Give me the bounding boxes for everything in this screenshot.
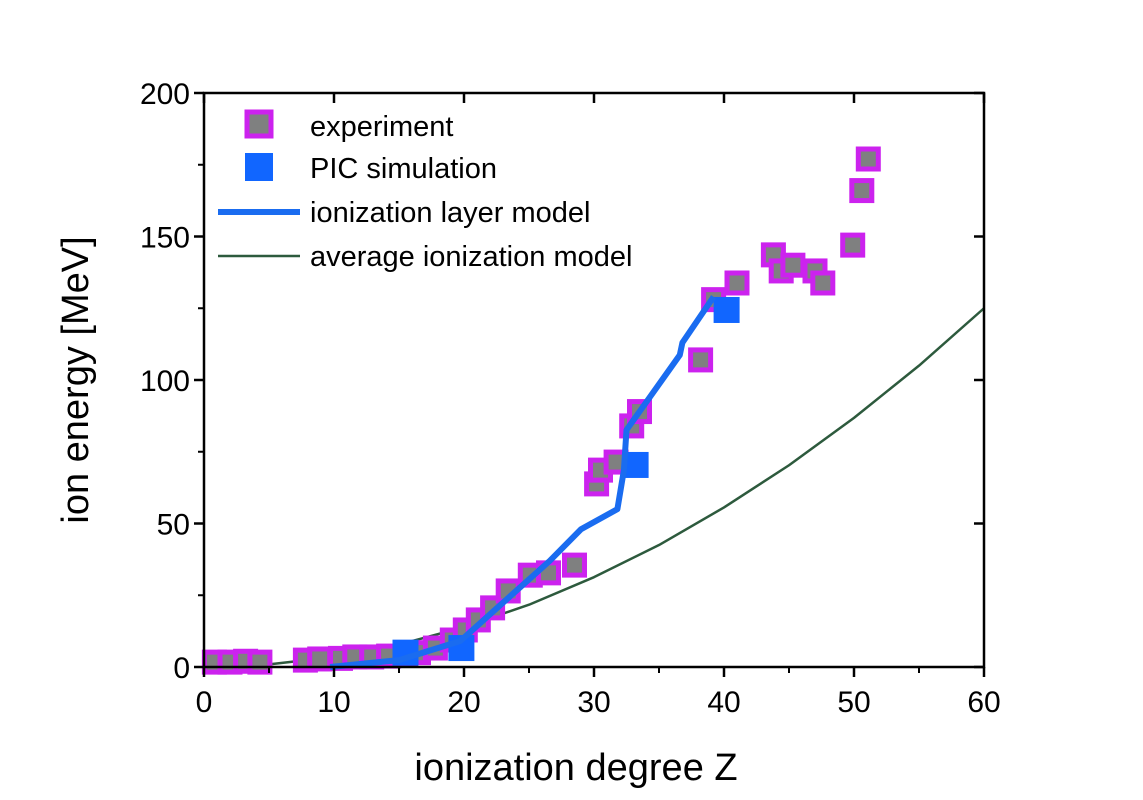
legend-label-pic: PIC simulation	[310, 153, 497, 185]
x-tick-label: 20	[447, 686, 480, 719]
legend-marker-experiment	[244, 109, 274, 139]
data-point-experiment	[849, 178, 875, 204]
legend-label-ionization-layer: ionization layer model	[310, 197, 590, 229]
data-point-experiment	[688, 347, 714, 373]
x-tick-label: 10	[317, 686, 350, 719]
y-tick-label: 200	[140, 78, 190, 111]
data-point-experiment	[855, 146, 881, 172]
y-tick-label: 150	[140, 222, 190, 255]
x-tick-label: 0	[196, 686, 213, 719]
data-point-pic-simulation	[713, 296, 740, 323]
y-tick-label: 50	[157, 509, 190, 542]
y-tick-label: 0	[173, 652, 190, 685]
data-point-experiment	[247, 649, 273, 675]
x-axis-label: ionization degree Z	[414, 747, 737, 789]
data-point-experiment	[840, 232, 866, 258]
x-tick-label: 50	[837, 686, 870, 719]
legend-label-experiment: experiment	[310, 111, 453, 143]
data-point-experiment	[780, 252, 806, 278]
legend-label-average-ionization: average ionization model	[310, 241, 632, 273]
data-point-experiment	[810, 270, 836, 296]
legend-marker-pic	[245, 153, 273, 181]
legend: experiment PIC simulation ionization lay…	[218, 109, 632, 273]
data-point-experiment	[562, 552, 587, 578]
data-point-experiment	[724, 270, 750, 296]
x-tick-label: 40	[707, 686, 740, 719]
series-line-ionization-layer-model	[329, 295, 717, 670]
x-tick-label: 30	[577, 686, 610, 719]
y-axis-label: ion energy [MeV]	[55, 236, 97, 523]
x-tick-label: 60	[967, 686, 1000, 719]
y-tick-label: 100	[140, 365, 190, 398]
series-line-average-ionization-model	[268, 307, 985, 666]
